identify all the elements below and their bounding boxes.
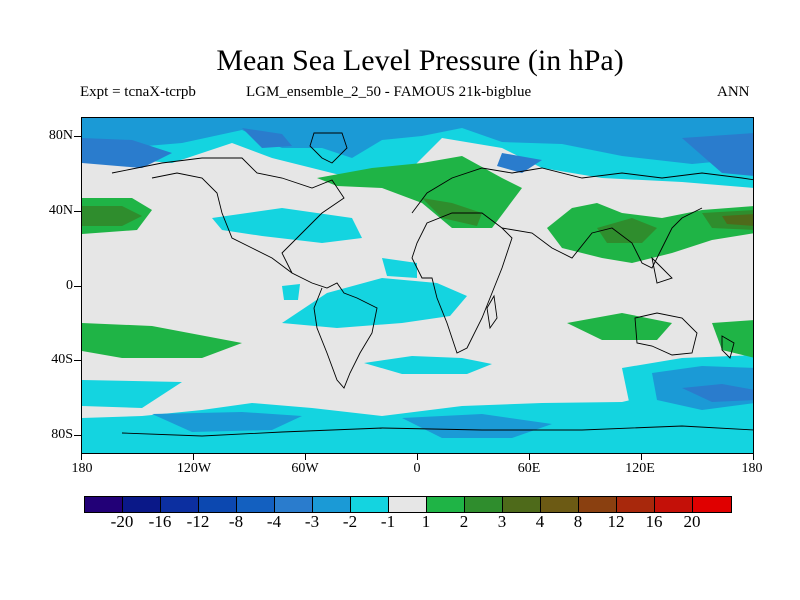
colorbar-label: -16 [148, 512, 172, 531]
contour-green [82, 156, 753, 358]
lat-label-80n: 80N [48, 128, 73, 143]
colorbar-cell [161, 497, 199, 512]
colorbar-cell [427, 497, 465, 512]
colorbar-label: 12 [607, 512, 625, 531]
lon-label-120e: 120E [625, 461, 655, 476]
experiment-label: Expt = tcnaX-tcrpb [80, 84, 196, 100]
colorbar-label: 1 [421, 512, 431, 531]
colorbar-cell [313, 497, 351, 512]
lon-tick [193, 454, 194, 460]
colorbar-label: 3 [497, 512, 507, 531]
lon-label-180w: 180 [71, 461, 93, 476]
lon-label-60w: 60W [291, 461, 319, 476]
lon-label-180e: 180 [741, 461, 763, 476]
colorbar-label: 8 [573, 512, 583, 531]
lat-tick [74, 211, 81, 212]
colorbar-cell [617, 497, 655, 512]
lat-label-80s: 80S [51, 427, 73, 442]
run-label: LGM_ensemble_2_50 - FAMOUS 21k-bigblue [246, 84, 532, 100]
colorbar-cell [123, 497, 161, 512]
lat-label-40n: 40N [48, 203, 73, 218]
lon-tick [81, 454, 82, 460]
lon-tick [641, 454, 642, 460]
plot-title: Mean Sea Level Pressure (in hPa) [216, 44, 624, 77]
colorbar-cell [541, 497, 579, 512]
lon-tick [417, 454, 418, 460]
colorbar-label: 2 [459, 512, 469, 531]
colorbar-cell [237, 497, 275, 512]
colorbar-label: -8 [228, 512, 244, 531]
colorbar-cell [389, 497, 427, 512]
lat-tick [74, 136, 81, 137]
colorbar-cell [199, 497, 237, 512]
colorbar-label: -20 [110, 512, 134, 531]
colorbar-cell [693, 497, 731, 512]
colorbar-cell [351, 497, 389, 512]
lat-tick [74, 286, 81, 287]
contour-olive [722, 214, 753, 226]
lat-label-0: 0 [66, 278, 73, 293]
map-svg [82, 118, 753, 453]
colorbar-label: 16 [645, 512, 663, 531]
lon-tick [753, 454, 754, 460]
colorbar-label: -2 [342, 512, 358, 531]
colorbar-label: -12 [186, 512, 210, 531]
contour-dark-green [82, 198, 753, 243]
colorbar-cell [579, 497, 617, 512]
coastlines [111, 132, 753, 437]
colorbar-cell [465, 497, 503, 512]
colorbar-label: 20 [683, 512, 701, 531]
colorbar [84, 496, 732, 513]
colorbar-label: -1 [380, 512, 396, 531]
lat-tick [74, 360, 81, 361]
colorbar-cell [85, 497, 123, 512]
colorbar-label: -4 [266, 512, 282, 531]
lon-label-0: 0 [413, 461, 421, 476]
colorbar-cell [655, 497, 693, 512]
colorbar-cell [275, 497, 313, 512]
colorbar-cell [503, 497, 541, 512]
season-label: ANN [717, 84, 750, 100]
contour-dark-blue [82, 128, 753, 402]
lat-tick [74, 435, 81, 436]
lon-label-60e: 60E [517, 461, 541, 476]
lon-tick [529, 454, 530, 460]
colorbar-label: 4 [535, 512, 545, 531]
map-panel [81, 117, 754, 454]
lat-label-40s: 40S [51, 352, 73, 367]
colorbar-label: -3 [304, 512, 320, 531]
lon-label-120w: 120W [176, 461, 212, 476]
lon-tick [305, 454, 306, 460]
